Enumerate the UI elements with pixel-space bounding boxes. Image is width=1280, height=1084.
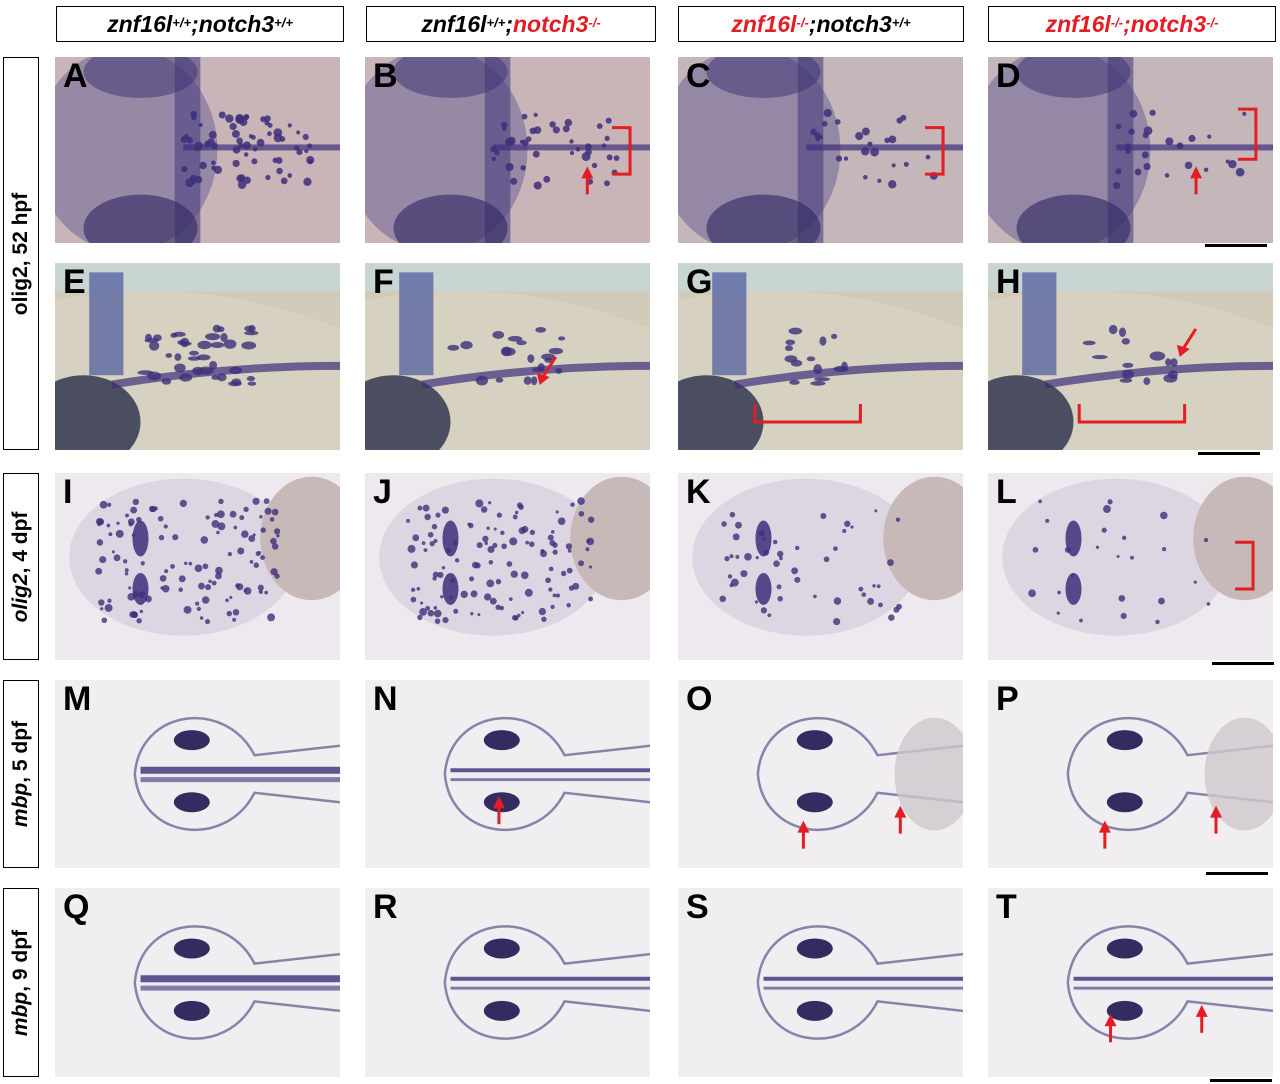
panel-letter: T	[996, 888, 1017, 926]
scale-bar	[1205, 244, 1267, 247]
micrograph-panel: N	[365, 680, 650, 868]
micrograph-panel: G	[678, 263, 963, 450]
panel-letter: J	[373, 473, 392, 511]
micrograph-image	[988, 888, 1273, 1077]
micrograph-image	[55, 473, 340, 660]
micrograph-image	[988, 263, 1273, 450]
micrograph-panel: K	[678, 473, 963, 660]
row-label-text: olig2, 4 dpf	[9, 511, 32, 622]
gene-name: olig2	[9, 572, 32, 622]
micrograph-image	[55, 263, 340, 450]
micrograph-image	[678, 680, 963, 868]
column-header-text: +/+	[274, 14, 293, 30]
row-label-2: olig2, 4 dpf	[3, 473, 39, 660]
micrograph-panel: T	[988, 888, 1273, 1077]
column-header-text: +/+	[486, 14, 506, 30]
micrograph-panel: D	[988, 57, 1273, 243]
micrograph-panel: B	[365, 57, 650, 243]
column-header-text: -/-	[1206, 14, 1219, 30]
micrograph-panel: C	[678, 57, 963, 243]
micrograph-image	[55, 57, 340, 243]
scale-bar	[1206, 872, 1268, 875]
panel-letter: H	[996, 263, 1021, 301]
column-header-4: znf16l -/- ;notch3 -/-	[988, 6, 1276, 42]
panel-letter: S	[686, 888, 709, 926]
micrograph-panel: R	[365, 888, 650, 1077]
column-header-text: +/+	[891, 14, 911, 30]
row-label-text: mbp, 5 dpf	[9, 720, 32, 828]
column-header-1: znf16l +/+ ;notch3 +/+	[56, 6, 344, 42]
column-header-text: ;notch3	[1123, 10, 1207, 37]
column-header-2: znf16l +/+; notch3 -/-	[366, 6, 656, 42]
column-header-3: znf16l -/- ;notch3 +/+	[678, 6, 964, 42]
panel-letter: C	[686, 57, 711, 95]
micrograph-image	[678, 57, 963, 243]
panel-letter: L	[996, 473, 1017, 511]
micrograph-panel: P	[988, 680, 1273, 868]
panel-letter: B	[373, 57, 398, 95]
scale-bar	[1210, 1079, 1272, 1082]
scale-bar	[1212, 662, 1274, 665]
row-label-1: olig2, 52 hpf	[3, 57, 39, 450]
micrograph-image	[365, 57, 650, 243]
micrograph-panel: F	[365, 263, 650, 450]
micrograph-image	[988, 57, 1273, 243]
micrograph-panel: S	[678, 888, 963, 1077]
row-label-text: olig2, 52 hpf	[9, 192, 32, 315]
column-header-text: -/-	[796, 14, 809, 30]
column-header-text: -/-	[588, 14, 601, 30]
panel-letter: M	[63, 680, 92, 718]
gene-name: mbp	[9, 782, 32, 828]
row-label-text: mbp, 9 dpf	[9, 929, 32, 1036]
micrograph-image	[365, 680, 650, 868]
panel-letter: A	[63, 57, 88, 95]
panel-letter: Q	[63, 888, 90, 926]
gene-name: mbp	[9, 991, 32, 1036]
row-label-3: mbp, 5 dpf	[3, 680, 39, 868]
micrograph-image	[678, 263, 963, 450]
micrograph-panel: M	[55, 680, 340, 868]
column-header-text: ;notch3	[191, 10, 275, 37]
panel-letter: I	[63, 473, 73, 511]
panel-letter: G	[686, 263, 713, 301]
panel-letter: R	[373, 888, 398, 926]
panel-letter: O	[686, 680, 713, 718]
panel-letter: P	[996, 680, 1019, 718]
micrograph-panel: L	[988, 473, 1273, 660]
column-header-text: +/+	[172, 14, 192, 30]
panel-letter: D	[996, 57, 1021, 95]
scale-bar	[1198, 452, 1260, 455]
column-header-text: notch3	[512, 10, 589, 37]
micrograph-panel: J	[365, 473, 650, 660]
micrograph-image	[678, 473, 963, 660]
column-header-text: znf16l	[1045, 10, 1111, 37]
micrograph-image	[55, 888, 340, 1077]
micrograph-panel: O	[678, 680, 963, 868]
micrograph-image	[988, 680, 1273, 868]
column-header-text: -/-	[1110, 14, 1124, 30]
panel-letter: K	[686, 473, 711, 511]
column-header-text: znf16l	[731, 10, 797, 37]
micrograph-panel: I	[55, 473, 340, 660]
micrograph-panel: A	[55, 57, 340, 243]
column-header-text: znf16l	[421, 10, 487, 37]
micrograph-panel: Q	[55, 888, 340, 1077]
column-header-text: znf16l	[107, 10, 173, 37]
micrograph-image	[988, 473, 1273, 660]
micrograph-panel: E	[55, 263, 340, 450]
panel-letter: N	[373, 680, 398, 718]
micrograph-image	[678, 888, 963, 1077]
micrograph-image	[365, 888, 650, 1077]
column-header-text: ;	[505, 10, 513, 37]
row-label-4: mbp, 9 dpf	[3, 888, 39, 1077]
micrograph-panel: H	[988, 263, 1273, 450]
micrograph-image	[365, 473, 650, 660]
micrograph-image	[55, 680, 340, 868]
column-header-text: ;notch3	[808, 10, 892, 37]
micrograph-image	[365, 263, 650, 450]
panel-letter: F	[373, 263, 394, 301]
panel-letter: E	[63, 263, 86, 301]
